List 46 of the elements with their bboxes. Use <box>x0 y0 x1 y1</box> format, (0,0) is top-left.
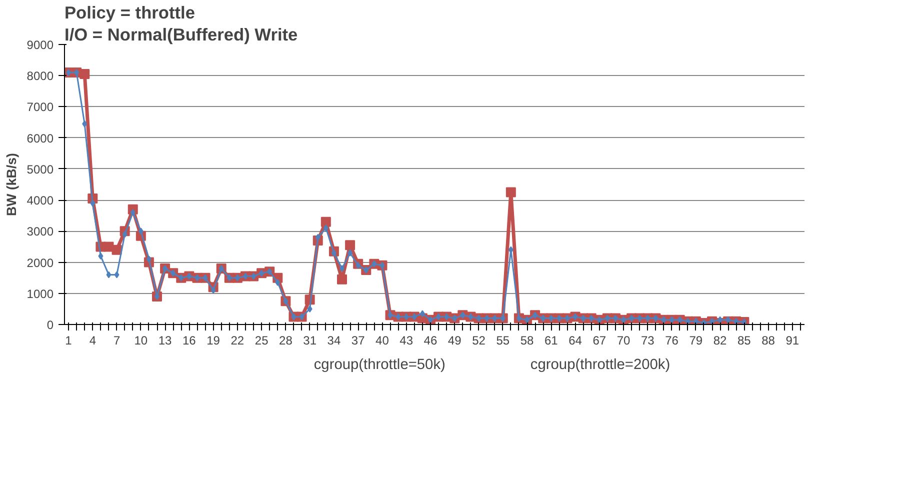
x-tick-label: 70 <box>616 334 631 348</box>
x-tick-label: 73 <box>640 334 655 348</box>
x-tick-label: 34 <box>327 334 341 348</box>
x-tick-label: 85 <box>738 334 752 348</box>
x-tick-label: 64 <box>568 334 582 348</box>
x-tick-label: 40 <box>376 334 390 348</box>
y-axis-title: BW (kB/s) <box>4 153 19 216</box>
x-tick-label: 13 <box>158 334 172 348</box>
y-tick-label: 8000 <box>26 69 54 84</box>
x-tick-label: 1 <box>65 334 72 348</box>
text: cgroup(throttle=50k) <box>314 357 446 373</box>
chart-title: Policy = throttle <box>64 2 196 22</box>
x-tick-label: 37 <box>351 334 366 348</box>
y-tick-label: 1000 <box>26 286 54 301</box>
x-tick-label: 43 <box>400 334 414 348</box>
text: cgroup(throttle=200k) <box>530 357 670 373</box>
y-tick-label: 4000 <box>26 194 54 208</box>
x-tick-label: 58 <box>520 334 534 348</box>
x-tick-label: 16 <box>182 334 196 348</box>
x-tick-label: 22 <box>230 334 244 348</box>
x-tick-label: 67 <box>592 334 606 348</box>
x-tick-label: 49 <box>448 334 462 348</box>
x-tick-label: 4 <box>89 334 96 348</box>
y-tick-label: 9000 <box>26 38 54 52</box>
x-tick-label: 46 <box>424 334 438 348</box>
y-tick-label: 5000 <box>26 162 54 176</box>
x-tick-label: 52 <box>472 334 486 348</box>
x-tick-label: 10 <box>134 334 148 348</box>
x-tick-label: 7 <box>113 334 120 348</box>
x-tick-label: 55 <box>496 334 510 348</box>
y-tick-label: 7000 <box>26 100 54 114</box>
x-tick-label: 25 <box>254 334 269 348</box>
x-tick-label: 79 <box>689 334 703 348</box>
x-tick-label: 31 <box>303 334 317 348</box>
y-tick-label: 3000 <box>26 224 54 239</box>
x-tick-label: 91 <box>786 334 800 348</box>
x-tick-label: 28 <box>279 334 293 348</box>
x-tick-label: 61 <box>544 334 558 348</box>
y-tick-label: 0 <box>46 318 54 332</box>
x-tick-label: 82 <box>713 334 728 348</box>
x-tick-label: 76 <box>665 334 679 348</box>
x-tick-label: 19 <box>206 334 220 348</box>
y-tick-label: 6000 <box>26 131 54 146</box>
x-tick-label: 88 <box>762 334 776 348</box>
chart-subtitle: I/O = Normal(Buffered) Write <box>64 24 298 44</box>
y-tick-label: 2000 <box>26 256 54 270</box>
